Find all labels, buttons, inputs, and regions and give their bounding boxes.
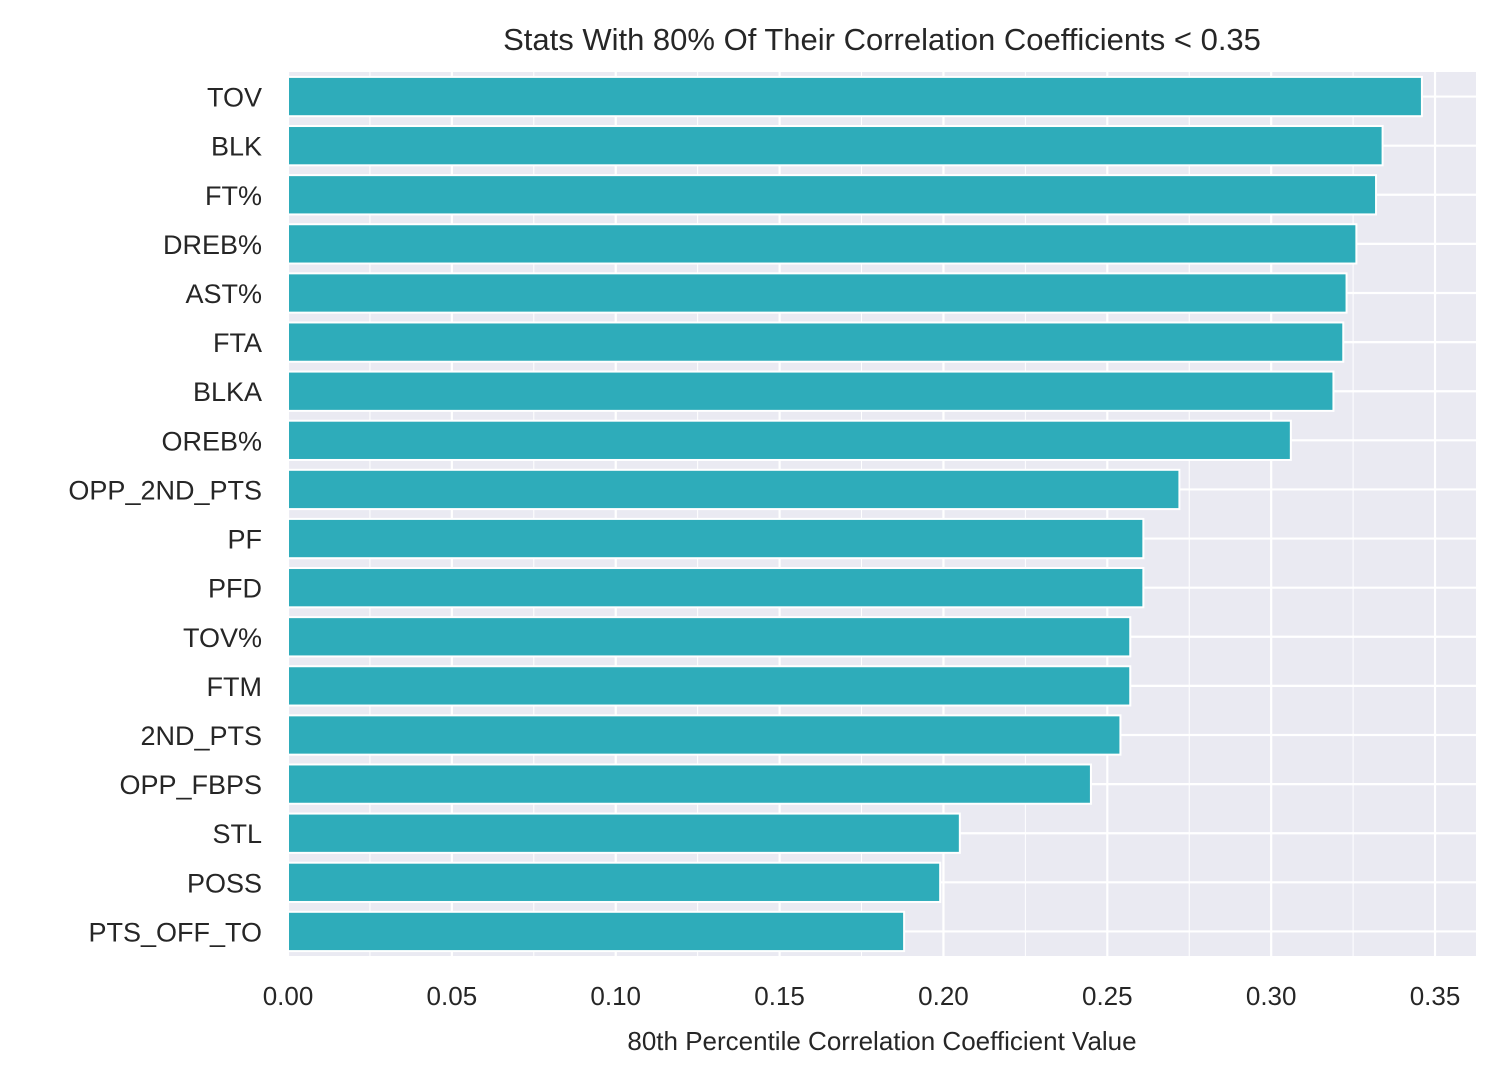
category-label: OREB% — [161, 426, 262, 456]
bar-2nd-pts — [287, 714, 1122, 756]
category-label: BLK — [211, 132, 262, 162]
x-tick-label: 0.00 — [263, 981, 314, 1011]
bar-ftm — [287, 665, 1132, 707]
category-label: PFD — [208, 574, 262, 604]
bar-tov — [287, 75, 1423, 118]
bar-pf — [287, 517, 1145, 560]
category-label: TOV — [207, 83, 262, 113]
bar-blka — [287, 370, 1335, 412]
category-label: STL — [212, 819, 262, 849]
bar-dreb- — [287, 223, 1358, 265]
category-label: OPP_2ND_PTS — [68, 475, 262, 505]
category-label: OPP_FBPS — [119, 770, 262, 800]
bar-poss — [287, 861, 942, 903]
x-tick-label: 0.10 — [590, 981, 641, 1011]
x-tick-label: 0.05 — [427, 981, 478, 1011]
bar-opp-2nd-pts — [287, 468, 1181, 511]
bar-blk — [287, 125, 1384, 167]
bar-oreb- — [287, 419, 1292, 461]
category-label: PTS_OFF_TO — [88, 917, 262, 947]
x-tick-label: 0.15 — [754, 981, 805, 1011]
chart-title: Stats With 80% Of Their Correlation Coef… — [503, 22, 1261, 57]
x-tick-label: 0.20 — [918, 981, 969, 1011]
category-label: FTM — [207, 672, 262, 702]
x-axis-label: 80th Percentile Correlation Coefficient … — [627, 1026, 1136, 1056]
bar-pfd — [287, 567, 1145, 609]
x-tick-labels: 0.00 0.05 0.10 0.15 0.20 0.25 0.30 0.35 — [263, 981, 1461, 1011]
bar-stl — [287, 812, 961, 854]
category-label: DREB% — [163, 230, 262, 260]
category-label: BLKA — [193, 377, 262, 407]
bars — [287, 75, 1423, 953]
plot-area — [288, 72, 1476, 956]
category-label: POSS — [187, 868, 262, 898]
bar-fta — [287, 321, 1345, 363]
category-label: 2ND_PTS — [140, 721, 262, 751]
x-tick-label: 0.35 — [1410, 981, 1461, 1011]
x-tick-label: 0.25 — [1082, 981, 1133, 1011]
category-labels: TOV BLK FT% DREB% AST% FTA BLKA OREB% OPP_2ND_PT… — [68, 83, 262, 948]
category-label: AST% — [185, 279, 262, 309]
category-label: FTA — [213, 328, 262, 358]
bar-pts-off-to — [287, 910, 906, 953]
x-tick-label: 0.30 — [1246, 981, 1297, 1011]
bar-opp-fbps — [287, 763, 1092, 805]
category-label: TOV% — [183, 623, 262, 653]
category-label: FT% — [205, 181, 262, 211]
bar-ast- — [287, 272, 1348, 314]
bar-ft- — [287, 174, 1378, 216]
category-label: PF — [227, 525, 262, 555]
bar-tov- — [287, 616, 1132, 658]
